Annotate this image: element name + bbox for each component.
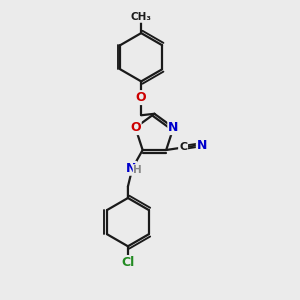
Text: H: H [133, 165, 142, 175]
Text: O: O [136, 91, 146, 104]
Text: C: C [179, 142, 187, 152]
Text: Cl: Cl [121, 256, 134, 269]
Text: N: N [168, 121, 178, 134]
Text: O: O [130, 121, 141, 134]
Text: N: N [197, 139, 207, 152]
Text: N: N [126, 162, 136, 175]
Text: CH₃: CH₃ [131, 12, 152, 22]
